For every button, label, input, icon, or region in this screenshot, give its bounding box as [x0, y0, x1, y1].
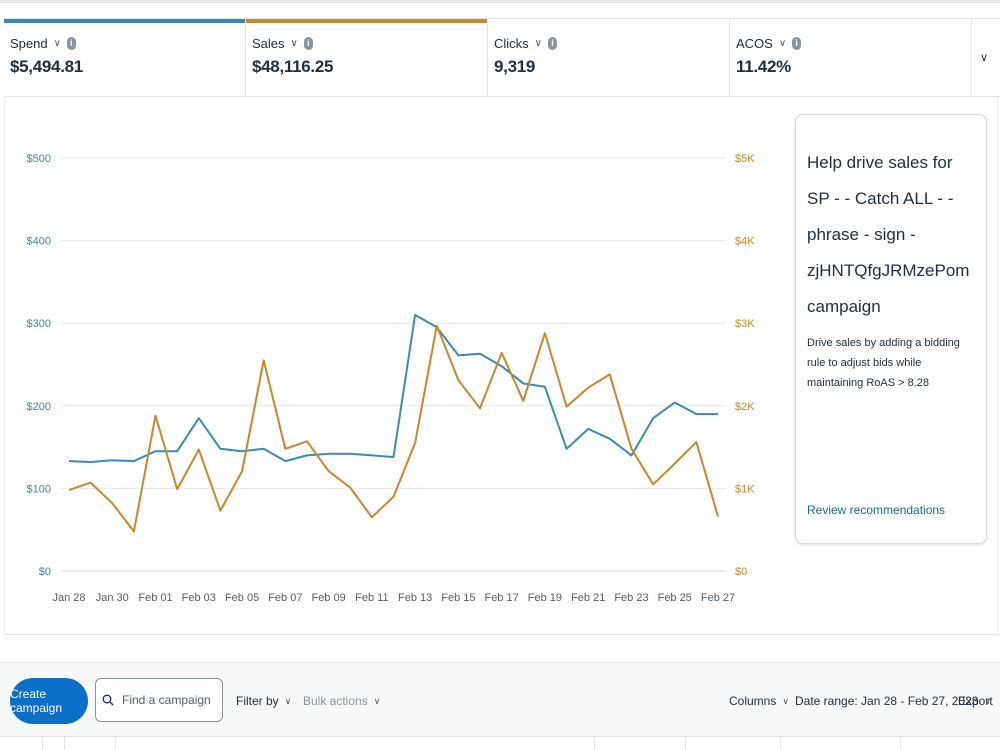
chevron-down-icon[interactable]: ∨: [778, 37, 787, 49]
x-tick-label: Feb 13: [398, 592, 432, 604]
y-right-tick-label: $0: [735, 566, 747, 578]
x-tick-label: Feb 01: [138, 592, 172, 604]
info-icon[interactable]: i: [66, 36, 76, 50]
chevron-down-icon: ∨: [373, 695, 381, 706]
table-column-divider: [780, 737, 781, 750]
y-right-tick-label: $1K: [735, 483, 755, 495]
series-line-spend: [68, 313, 718, 463]
recommendation-title: Help drive sales for SP - - Catch ALL - …: [807, 153, 970, 316]
metric-spend-name: Spend: [10, 35, 48, 51]
metric-sales-name: Sales: [252, 35, 285, 51]
info-icon[interactable]: i: [548, 36, 557, 50]
x-tick-label: Feb 03: [182, 592, 216, 604]
recommendation-card: Help drive sales for SP - - Catch ALL - …: [795, 114, 987, 544]
columns-label: Columns: [729, 694, 777, 708]
y-right-tick-label: $3K: [735, 318, 755, 330]
y-left-tick-label: $200: [27, 401, 51, 413]
create-campaign-button[interactable]: Create campaign: [10, 678, 88, 724]
x-tick-label: Feb 09: [311, 592, 345, 604]
metric-acos-value: 11.42%: [736, 57, 791, 76]
bulk-actions-dropdown[interactable]: Bulk actions ∨: [303, 694, 380, 708]
metric-sales-value: $48,116.25: [252, 57, 334, 76]
table-column-divider: [64, 737, 65, 750]
x-tick-label: Feb 19: [528, 592, 562, 604]
metrics-row: Spend ∨ i $5,494.81 Sales ∨ i $48,116.25…: [4, 18, 1000, 97]
chevron-down-icon: ∨: [782, 695, 789, 706]
metric-acos[interactable]: ACOS ∨ i 11.42%: [730, 19, 972, 96]
chevron-down-icon[interactable]: ∨: [290, 37, 298, 49]
x-tick-label: Feb 21: [571, 592, 605, 604]
date-range-label: Date range: Jan 28 - Feb 27, 2023: [795, 694, 979, 708]
info-icon[interactable]: i: [303, 36, 313, 50]
series-line-sales: [68, 324, 719, 533]
x-tick-label: Feb 11: [355, 592, 388, 604]
review-recommendations-link[interactable]: Review recommendations: [807, 503, 946, 517]
table-column-divider: [594, 737, 595, 750]
chevron-down-icon[interactable]: ∨: [534, 37, 542, 49]
table-column-divider: [685, 737, 686, 750]
chevron-down-icon: ∨: [979, 52, 988, 64]
metric-acos-name: ACOS: [736, 35, 773, 51]
search-input[interactable]: [122, 693, 222, 707]
chevron-down-icon: ∨: [284, 695, 292, 706]
metric-spend[interactable]: Spend ∨ i $5,494.81: [4, 19, 246, 96]
y-right-tick-label: $2K: [735, 401, 755, 413]
y-left-tick-label: $0: [39, 566, 51, 578]
x-tick-label: Feb 15: [441, 592, 475, 604]
date-range-dropdown[interactable]: Date range: Jan 28 - Feb 27, 2023 ∨: [795, 694, 991, 708]
metric-spend-value: $5,494.81: [10, 57, 83, 76]
performance-chart: $0 $100 $200 $300 $400 $500 $0 $1K $2K $3K $4K $5K J…: [27, 153, 756, 604]
table-column-divider: [42, 737, 43, 750]
bulk-actions-label: Bulk actions: [303, 694, 368, 708]
metric-spend-indicator: [4, 19, 245, 23]
metric-sales[interactable]: Sales ∨ i $48,116.25: [246, 19, 488, 96]
y-right-tick-label: $5K: [735, 153, 755, 165]
y-left-tick-label: $300: [27, 318, 51, 330]
expand-metrics-button[interactable]: ∨: [972, 19, 1000, 96]
metric-sales-indicator: [246, 19, 487, 23]
chevron-down-icon: ∨: [984, 695, 992, 706]
chart-panel: $0 $100 $200 $300 $400 $500 $0 $1K $2K $3K $4K $5K J…: [4, 97, 998, 635]
x-tick-label: Feb 07: [268, 592, 302, 604]
search-box[interactable]: [95, 678, 223, 722]
x-tick-label: Feb 23: [614, 592, 648, 604]
filter-by-label: Filter by: [236, 694, 279, 708]
y-right-tick-label: $4K: [735, 236, 755, 248]
recommendation-description: Drive sales by adding a bidding rule to …: [807, 337, 960, 389]
y-left-tick-label: $100: [27, 483, 51, 495]
y-left-tick-label: $400: [27, 236, 51, 248]
x-tick-label: Feb 05: [225, 592, 259, 604]
export-button[interactable]: Export: [958, 694, 993, 708]
chevron-down-icon[interactable]: ∨: [53, 37, 61, 49]
top-border: [0, 0, 1000, 3]
x-tick-label: Feb 17: [485, 592, 519, 604]
metric-clicks-value: 9,319: [494, 57, 536, 76]
table-column-divider: [900, 737, 901, 750]
x-tick-label: Feb 25: [658, 592, 692, 604]
search-icon: [102, 694, 114, 706]
metric-clicks-indicator: [488, 19, 729, 23]
metric-acos-indicator: [730, 19, 971, 23]
columns-dropdown[interactable]: Columns ∨: [729, 694, 789, 708]
x-tick-label: Jan 28: [52, 592, 85, 604]
y-left-tick-label: $500: [27, 153, 51, 165]
x-tick-label: Feb 27: [701, 592, 735, 604]
table-column-divider: [115, 737, 116, 750]
filter-by-dropdown[interactable]: Filter by ∨: [236, 694, 291, 708]
campaign-toolbar: Create campaign Filter by ∨ Bulk actions…: [0, 662, 1000, 750]
metric-clicks-name: Clicks: [494, 35, 529, 51]
metric-clicks[interactable]: Clicks ∨ i 9,319: [488, 19, 730, 96]
campaign-table-header: [0, 736, 1000, 750]
info-icon[interactable]: i: [792, 36, 802, 50]
x-tick-label: Jan 30: [96, 592, 129, 604]
